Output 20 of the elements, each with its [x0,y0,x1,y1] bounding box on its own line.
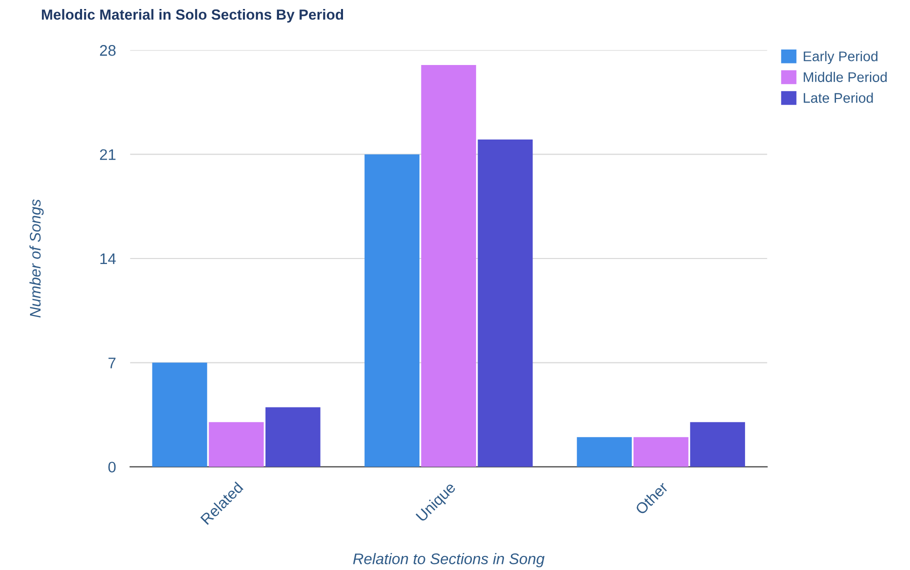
x-axis-title: Relation to Sections in Song [353,553,544,568]
y-tick-label: 0 [108,462,116,473]
bar [478,139,533,467]
bar [576,437,632,467]
y-tick-label: 14 [100,254,116,264]
y-tick-label: 21 [100,149,116,160]
chart-title: Melodic Material in Solo Sections By Period [42,9,344,23]
y-axis-title: Number of Songs [29,199,44,318]
y-tick-label: 7 [108,358,116,368]
y-tick-label: 28 [100,45,116,56]
legend-label: Middle Period [804,72,887,82]
bar [152,362,208,467]
bar [208,422,264,467]
bar [421,65,476,467]
bar [265,407,320,467]
legend-label: Late Period [804,92,873,103]
bar [690,422,746,467]
legend-label: Early Period [804,51,878,64]
bar [364,154,420,467]
bar [634,437,688,467]
